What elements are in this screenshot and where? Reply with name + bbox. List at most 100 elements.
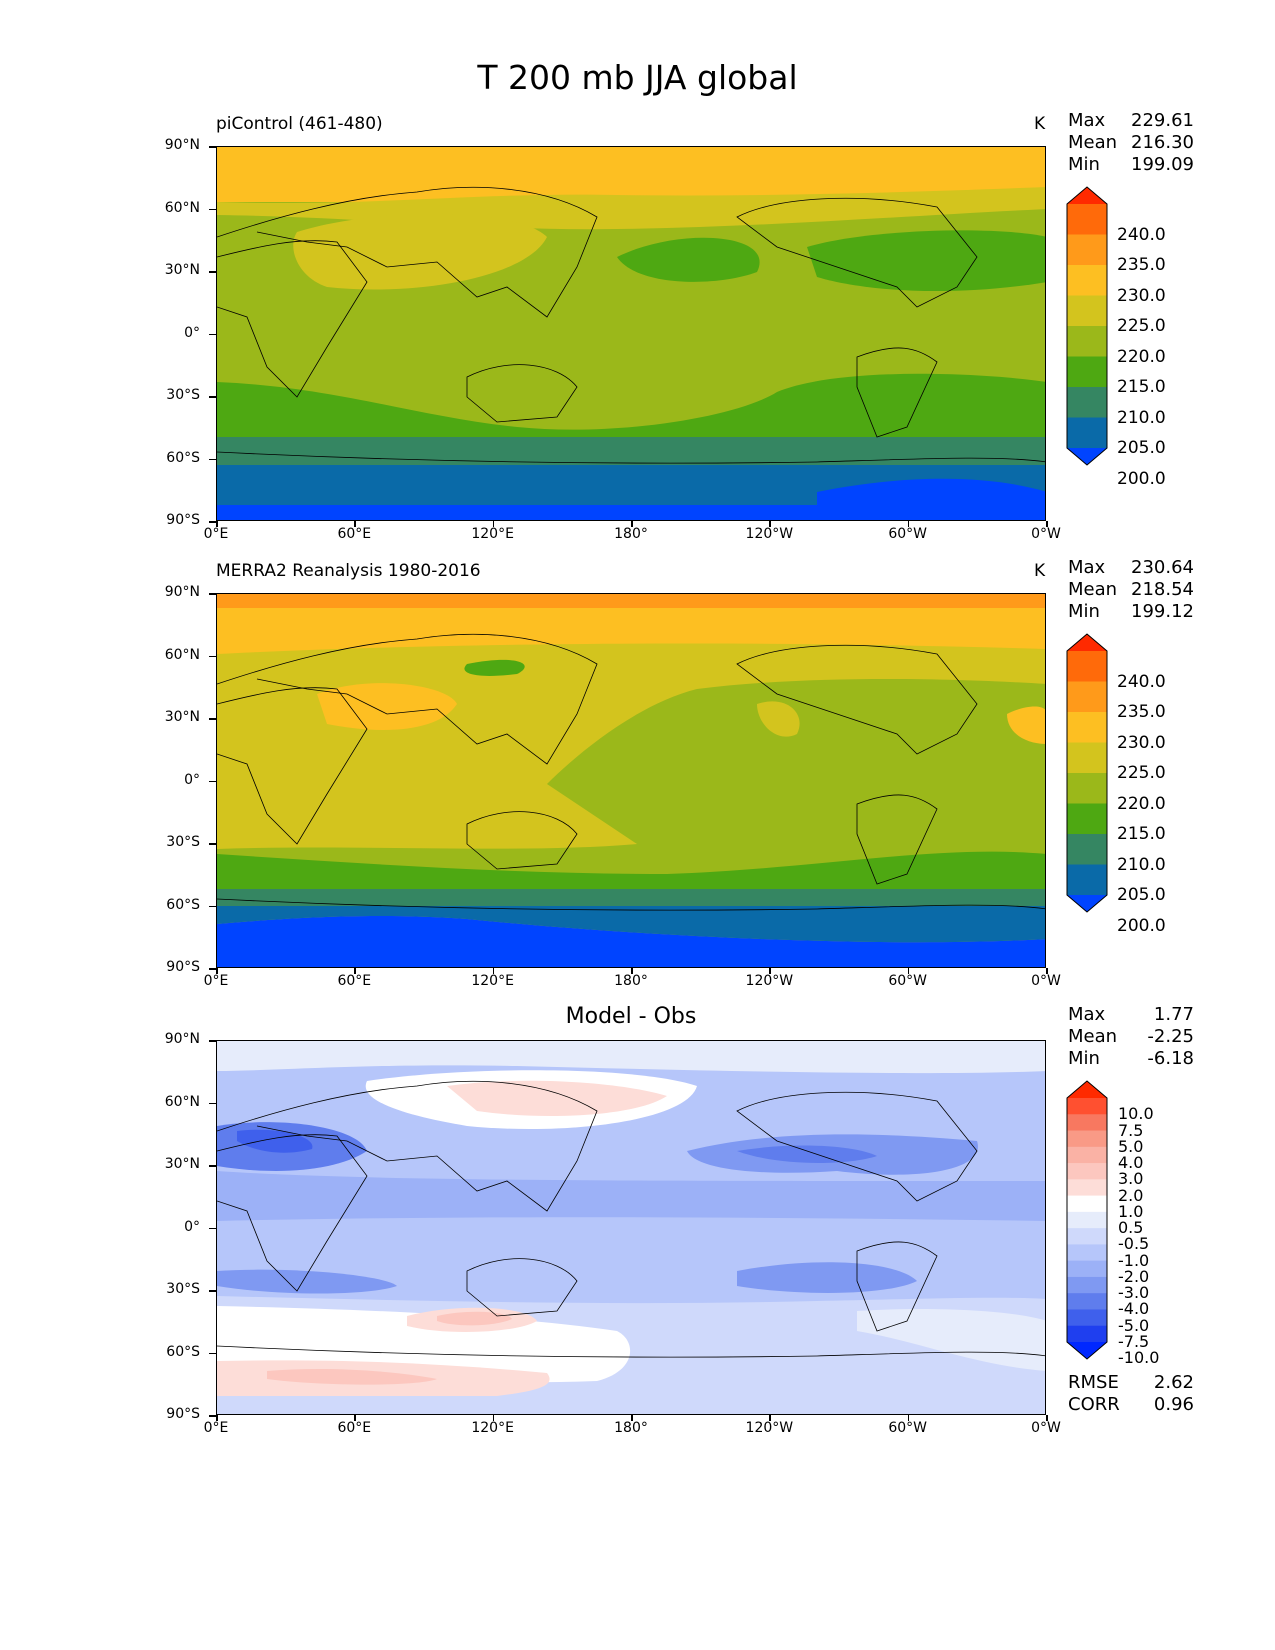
units-label: K [1034,561,1046,581]
colorbar-tick-label: -7.5 [1118,1332,1150,1351]
colorbar-segment [1067,1114,1107,1132]
colorbar-tick-label: 10.0 [1118,1104,1154,1124]
lon-tick [492,521,495,527]
lat-tick [209,271,216,273]
lat-tick-label: 30°N [164,262,200,278]
lat-tick [209,396,216,398]
colorbar-segment [1067,1309,1107,1327]
colorbar-graphic [1066,633,1108,913]
lat-tick-label: 60°S [166,449,200,466]
lon-tick-label: 120°E [471,526,514,542]
lon-tick-label: 60°W [888,973,927,989]
stat-row: Max 229.61 [1068,110,1194,132]
lat-tick-label: 60°N [164,199,200,216]
stat-name: Min [1068,601,1100,622]
colorbar-segment [1067,295,1107,327]
stat-value: 230.64 [1131,557,1194,578]
colorbar-segment [1067,1163,1107,1180]
stat-row: Min 199.09 [1068,154,1194,176]
colorbar-segment [1067,356,1107,388]
lat-tick-label: 60°N [164,646,200,663]
lon-tick-label: 180° [614,973,648,989]
metrics-block: RMSE 2.62 CORR 0.96 [1068,1372,1194,1416]
stats-block: Max 230.64 Mean 218.54 Min 199.12 [1068,557,1194,623]
colorbar-tick-label: 210.0 [1117,854,1166,875]
lat-tick [209,718,216,720]
panel-difference: Model - Obs [0,1004,1275,1460]
lat-tick-label: 30°N [164,1156,200,1172]
metric-row: CORR 0.96 [1068,1394,1194,1416]
colorbar-segment [1067,1195,1107,1213]
lat-tick-label: 90°S [166,512,200,528]
colorbar [1066,633,1108,913]
stat-name: Mean [1068,132,1118,153]
metric-row: RMSE 2.62 [1068,1372,1194,1394]
stat-row: Min 199.12 [1068,601,1194,623]
metric-value: 2.62 [1153,1372,1194,1393]
lon-tick-label: 180° [614,1420,648,1436]
stat-name: Mean [1068,1026,1118,1047]
colorbar-tick-label: 5.0 [1118,1136,1144,1156]
colorbar-segment [1067,387,1107,418]
lat-tick-label: 0° [184,1218,200,1235]
lon-tick [769,968,771,974]
colorbar-extend-bottom [1067,448,1107,465]
colorbar-tick-label: -4.0 [1118,1299,1150,1319]
stat-value: 199.09 [1131,154,1194,175]
colorbar-tick-label: 3.0 [1118,1169,1144,1189]
lat-tick [209,458,216,460]
colorbar-tick-label: -10.0 [1118,1348,1160,1368]
lon-tick [354,1415,356,1421]
stat-row: Max 230.64 [1068,557,1194,579]
colorbar-segment [1067,864,1107,896]
colorbar-tick-label: 225.0 [1117,763,1166,783]
lon-tick [769,521,771,527]
colorbar-tick-label: 235.0 [1117,702,1166,722]
colorbar-outline [1066,1080,1108,1360]
stat-value: 229.61 [1131,110,1194,131]
colorbar-tick-label: 240.0 [1117,671,1166,692]
stat-value: 199.12 [1131,601,1194,622]
stat-row: Mean 218.54 [1068,579,1194,601]
colorbar-tick-label: 1.0 [1118,1201,1144,1221]
colorbar-segment [1067,1276,1107,1294]
lon-tick-label: 120°W [745,1420,794,1436]
lon-tick-label: 180° [614,526,648,542]
lat-tick [209,593,216,595]
colorbar-tick-label: -1.0 [1118,1250,1150,1270]
stats-block: Max 1.77 Mean -2.25 Min -6.18 [1068,1004,1194,1070]
colorbar-segment [1067,803,1107,835]
colorbar-tick-label: -0.5 [1118,1234,1150,1254]
stat-row: Max 1.77 [1068,1004,1194,1026]
colorbar-segment [1067,1325,1107,1343]
lat-tick [209,1102,216,1104]
lon-tick-label: 60°W [888,1420,927,1436]
stat-row: Min -6.18 [1068,1048,1194,1070]
lat-tick [209,1290,216,1292]
lat-tick-label: 30°S [166,1281,200,1297]
colorbar-segment [1067,1179,1107,1197]
metric-value: 0.96 [1153,1394,1194,1415]
stat-name: Max [1068,1004,1106,1025]
colorbar-segment [1067,651,1107,682]
lat-tick-label: 0° [184,324,200,341]
temperature-map [216,593,1046,968]
lat-tick [209,1415,216,1417]
colorbar-tick-label: 0.5 [1118,1218,1144,1238]
colorbar-tick-label: 210.0 [1117,407,1166,428]
colorbar-graphic [1066,186,1108,466]
lon-tick-label: 60°E [337,1420,372,1436]
colorbar-tick-label: 2.0 [1118,1185,1144,1205]
lat-tick-label: 90°N [164,1031,200,1047]
colorbar-segment [1067,1146,1107,1164]
lat-tick [209,1165,216,1167]
colorbar-tick-label: 200.0 [1117,915,1166,936]
lon-tick [354,968,356,974]
lon-tick [907,968,910,974]
stat-value: 1.77 [1153,1004,1194,1025]
difference-map [216,1040,1046,1415]
colorbar-outline [1066,633,1108,913]
lon-tick [631,1415,633,1421]
lon-tick [216,521,218,527]
colorbar-segment [1067,417,1107,449]
